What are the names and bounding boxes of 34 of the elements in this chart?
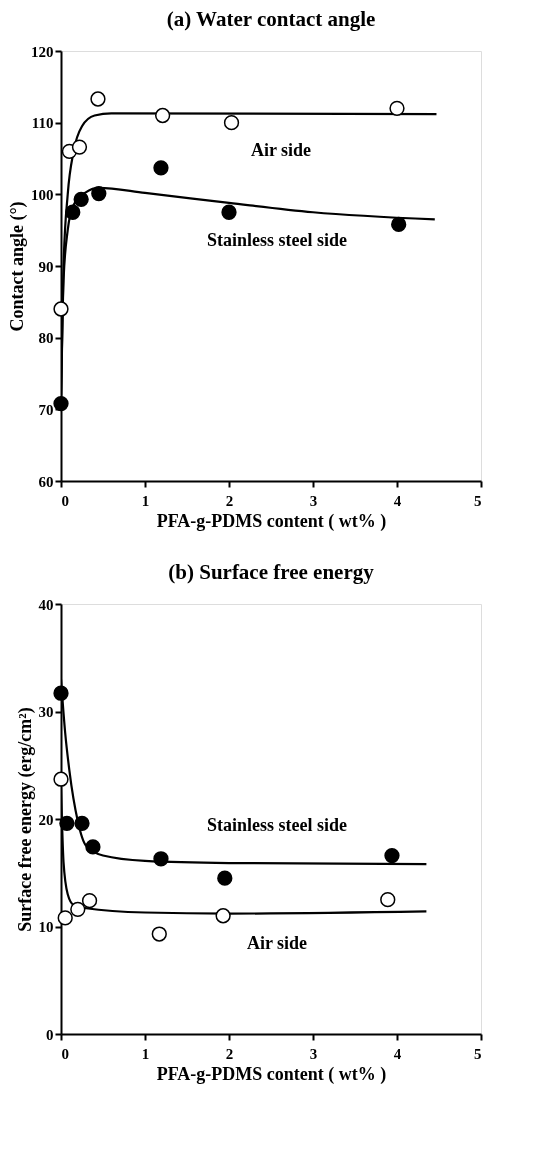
y-tick-label: 100 [31, 186, 54, 203]
y-tick-label: 40 [38, 596, 54, 613]
chart-title: (a) Water contact angle [166, 7, 376, 31]
x-axis-title: PFA-g-PDMS content ( wt% ) [156, 510, 387, 532]
chart-title: (b) Surface free energy [168, 560, 375, 584]
y-tick-label: 60 [38, 473, 54, 490]
y-tick-label: 30 [38, 704, 54, 720]
y-axis-title: Surface free energy (erg/cm²) [14, 707, 36, 932]
y-tick-label: 120 [31, 43, 54, 60]
x-tick-label: 4 [393, 492, 402, 509]
x-tick-label: 1 [141, 1045, 150, 1062]
y-tick-label: 10 [38, 919, 54, 935]
x-tick-label: 2 [225, 492, 234, 509]
y-tick-label: 80 [38, 330, 54, 347]
x-tick-label: 0 [61, 492, 69, 509]
x-tick-label: 4 [393, 1045, 402, 1062]
x-axis-title: PFA-g-PDMS content ( wt% ) [156, 1063, 387, 1085]
y-tick-label: 110 [31, 115, 54, 132]
x-tick-label: 3 [309, 1045, 318, 1062]
y-tick-label: 90 [38, 258, 54, 275]
y-tick-label: 0 [46, 1026, 54, 1043]
annotation: Air side [246, 933, 308, 953]
x-tick-label: 3 [309, 492, 318, 509]
annotation: Air side [250, 140, 312, 160]
y-axis-title: Contact angle (°) [7, 201, 28, 332]
x-tick-label: 0 [61, 1045, 69, 1062]
x-tick-label: 1 [141, 492, 150, 509]
y-tick-label: 20 [38, 811, 54, 828]
x-tick-label: 2 [225, 1045, 234, 1062]
annotation: Stainless steel side [206, 230, 348, 250]
x-tick-label: 5 [474, 1045, 482, 1062]
annotation: Stainless steel side [206, 815, 348, 835]
x-tick-label: 5 [474, 492, 482, 509]
y-tick-label: 70 [38, 401, 54, 418]
